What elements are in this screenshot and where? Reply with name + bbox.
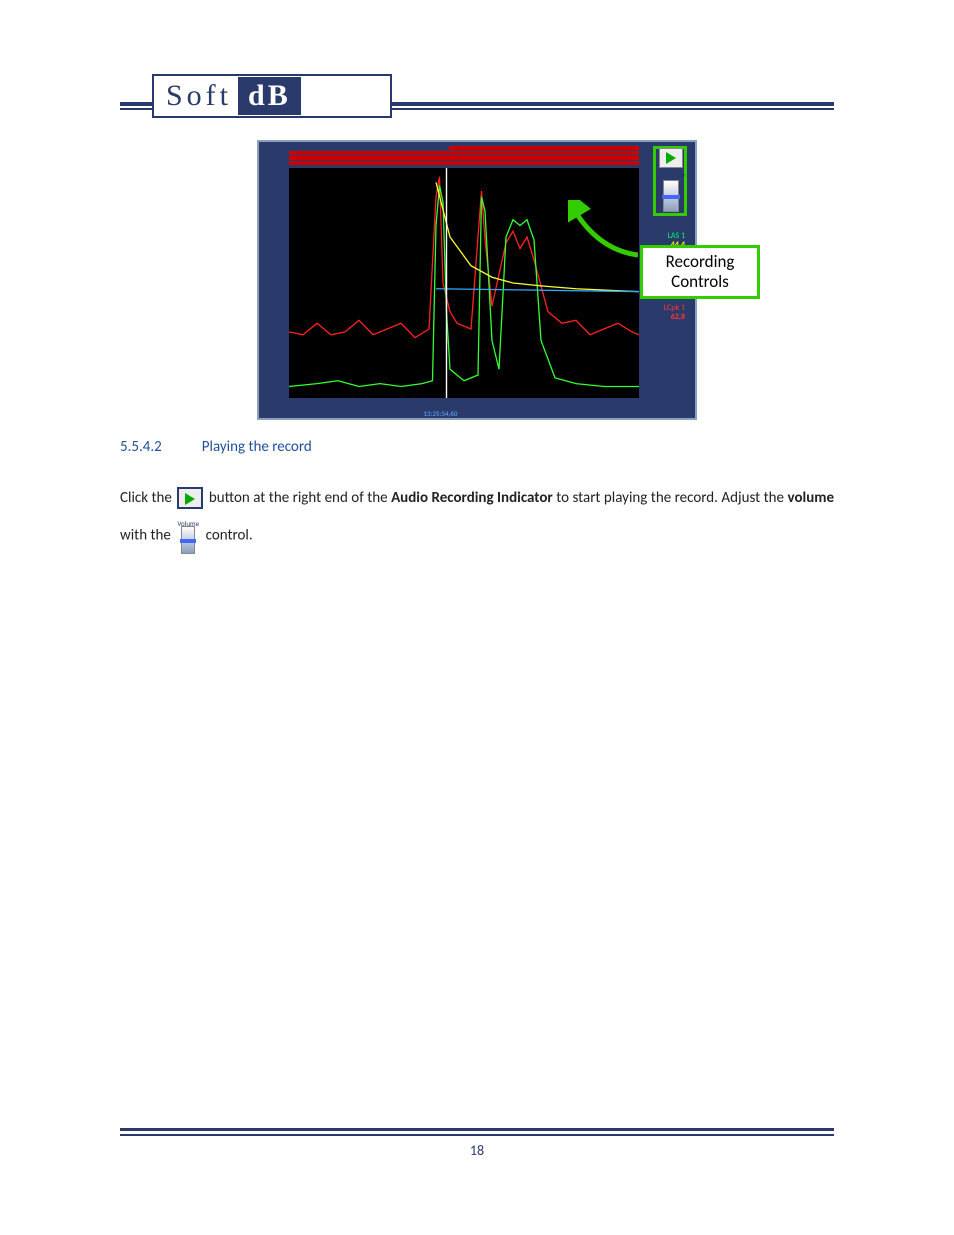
y-tick: 50 bbox=[261, 365, 285, 375]
page-header: Soft dB bbox=[120, 70, 834, 120]
logo-text-right: dB bbox=[238, 77, 301, 115]
x-tick: 13:25:54,60 bbox=[422, 409, 460, 418]
callout-arrow-icon bbox=[568, 200, 638, 260]
section-title: Playing the record bbox=[202, 438, 312, 456]
recording-row-number: 4 bbox=[645, 157, 649, 167]
recording-indicator-row bbox=[289, 161, 639, 165]
section-number: 5.5.4.2 bbox=[120, 438, 162, 456]
y-tick: 85 bbox=[261, 265, 285, 275]
recording-indicator-row bbox=[449, 146, 639, 150]
x-tick: 13:26:00,15 bbox=[572, 409, 606, 418]
y-tick: 65 bbox=[261, 322, 285, 332]
text: to start playing the record. Adjust the bbox=[553, 489, 788, 507]
text: with the bbox=[120, 527, 174, 545]
volume-slider[interactable] bbox=[663, 180, 679, 212]
play-icon bbox=[185, 493, 195, 505]
body-text: Click the button at the right end of the… bbox=[120, 480, 834, 556]
y-tick: 110 bbox=[261, 193, 285, 203]
y-tick: 115 bbox=[261, 178, 285, 188]
brand-logo: Soft dB bbox=[152, 74, 392, 118]
y-tick: 45 bbox=[261, 380, 285, 390]
text: control. bbox=[206, 527, 253, 545]
y-tick: 40 bbox=[261, 394, 285, 404]
y-tick: 75 bbox=[261, 293, 285, 303]
y-tick: 80 bbox=[261, 279, 285, 289]
y-tick: 100 bbox=[261, 222, 285, 232]
text: Click the bbox=[120, 489, 172, 507]
recording-indicator-row bbox=[289, 151, 639, 155]
volume-slider-icon bbox=[181, 526, 195, 554]
measurement-readout: LCpk 162,8 bbox=[664, 304, 685, 322]
y-tick: 70 bbox=[261, 308, 285, 318]
y-tick: 60 bbox=[261, 337, 285, 347]
text: button at the right end of the bbox=[209, 489, 391, 507]
text-bold: volume bbox=[787, 489, 834, 507]
y-tick: 95 bbox=[261, 236, 285, 246]
footer-rule-thin bbox=[120, 1134, 834, 1136]
y-tick: 105 bbox=[261, 207, 285, 217]
y-tick: 120 bbox=[261, 164, 285, 174]
callout-box: Recording Controls bbox=[640, 245, 760, 299]
play-button[interactable] bbox=[659, 148, 683, 168]
inline-volume-control[interactable]: Volume bbox=[176, 516, 200, 556]
page-number: 18 bbox=[120, 1142, 834, 1159]
inline-play-button[interactable] bbox=[177, 487, 203, 509]
y-tick: 55 bbox=[261, 351, 285, 361]
play-icon bbox=[666, 152, 676, 164]
x-tick: 13:25:50,25 bbox=[275, 409, 309, 418]
volume-label: Volume bbox=[663, 170, 685, 179]
section-heading: 5.5.4.2 Playing the record bbox=[120, 438, 834, 456]
logo-text-left: Soft bbox=[160, 79, 238, 113]
text-bold: Audio Recording Indicator bbox=[391, 489, 553, 507]
recording-indicator-row bbox=[289, 156, 639, 160]
y-tick: 90 bbox=[261, 250, 285, 260]
footer-rule bbox=[120, 1128, 834, 1131]
chart-figure: Volume 120 115 110 105 100 95 90 85 80 75 70 65 60 55… bbox=[257, 140, 697, 420]
